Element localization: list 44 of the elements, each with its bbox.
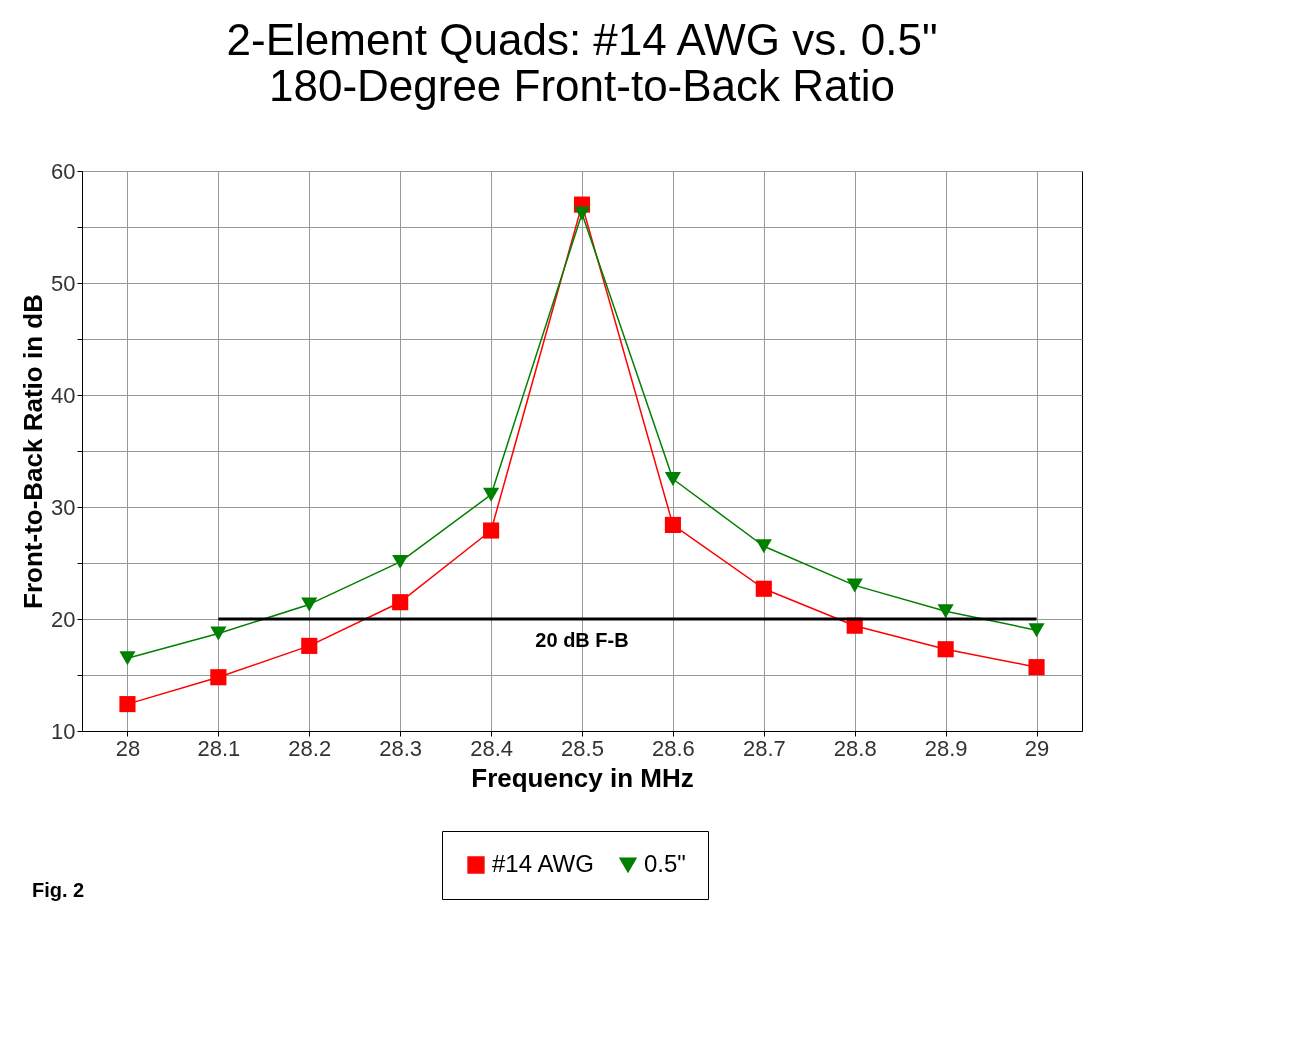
x-tick-label: 28.9 xyxy=(924,735,968,761)
x-tick-label: 29 xyxy=(1024,735,1050,761)
point xyxy=(846,578,863,593)
x-tick-label: 28.8 xyxy=(833,735,877,761)
y-tick-label: 40 xyxy=(51,382,76,408)
y-tick-label: 10 xyxy=(51,718,76,744)
point xyxy=(483,487,500,502)
y-tick-label: 50 xyxy=(51,270,76,296)
point xyxy=(937,641,954,658)
annotation: 20 dB F-B xyxy=(535,629,629,651)
y-tick-label: 60 xyxy=(51,158,76,184)
x-tick-label: 28.3 xyxy=(379,735,423,761)
point xyxy=(1028,623,1045,638)
point xyxy=(755,580,772,597)
x-tick-label: 28.6 xyxy=(652,735,695,761)
point xyxy=(483,522,500,539)
point xyxy=(119,651,136,666)
legend-label: #14 AWG xyxy=(492,850,594,877)
legend-label: 0.5" xyxy=(644,850,686,877)
x-axis-title: Frequency in MHz xyxy=(471,762,694,793)
point xyxy=(392,594,409,611)
point xyxy=(664,516,681,533)
y-tick-label: 30 xyxy=(51,494,76,520)
point xyxy=(119,696,136,713)
point xyxy=(210,669,227,686)
y-tick-label: 20 xyxy=(51,606,76,632)
point xyxy=(573,206,591,221)
point xyxy=(392,554,409,569)
text: 2-Element Quads: #14 AWG vs. 0.5" xyxy=(226,15,938,64)
y-axis-title: Front-to-Back Ratio in dB xyxy=(18,294,49,609)
x-tick-label: 28.5 xyxy=(561,735,604,761)
x-tick-label: 28.2 xyxy=(288,735,332,761)
point xyxy=(937,604,954,619)
x-tick-label: 28.4 xyxy=(470,735,514,761)
point xyxy=(301,637,318,654)
caption: Fig. 2 xyxy=(32,879,85,901)
point xyxy=(210,626,227,641)
point xyxy=(301,597,318,612)
point xyxy=(664,472,681,486)
point xyxy=(1028,659,1045,676)
x-tick-label: 28.7 xyxy=(742,735,786,761)
point xyxy=(755,539,772,554)
x-tick-label: 28 xyxy=(115,735,141,761)
x-tick-label: 28.1 xyxy=(197,735,241,761)
